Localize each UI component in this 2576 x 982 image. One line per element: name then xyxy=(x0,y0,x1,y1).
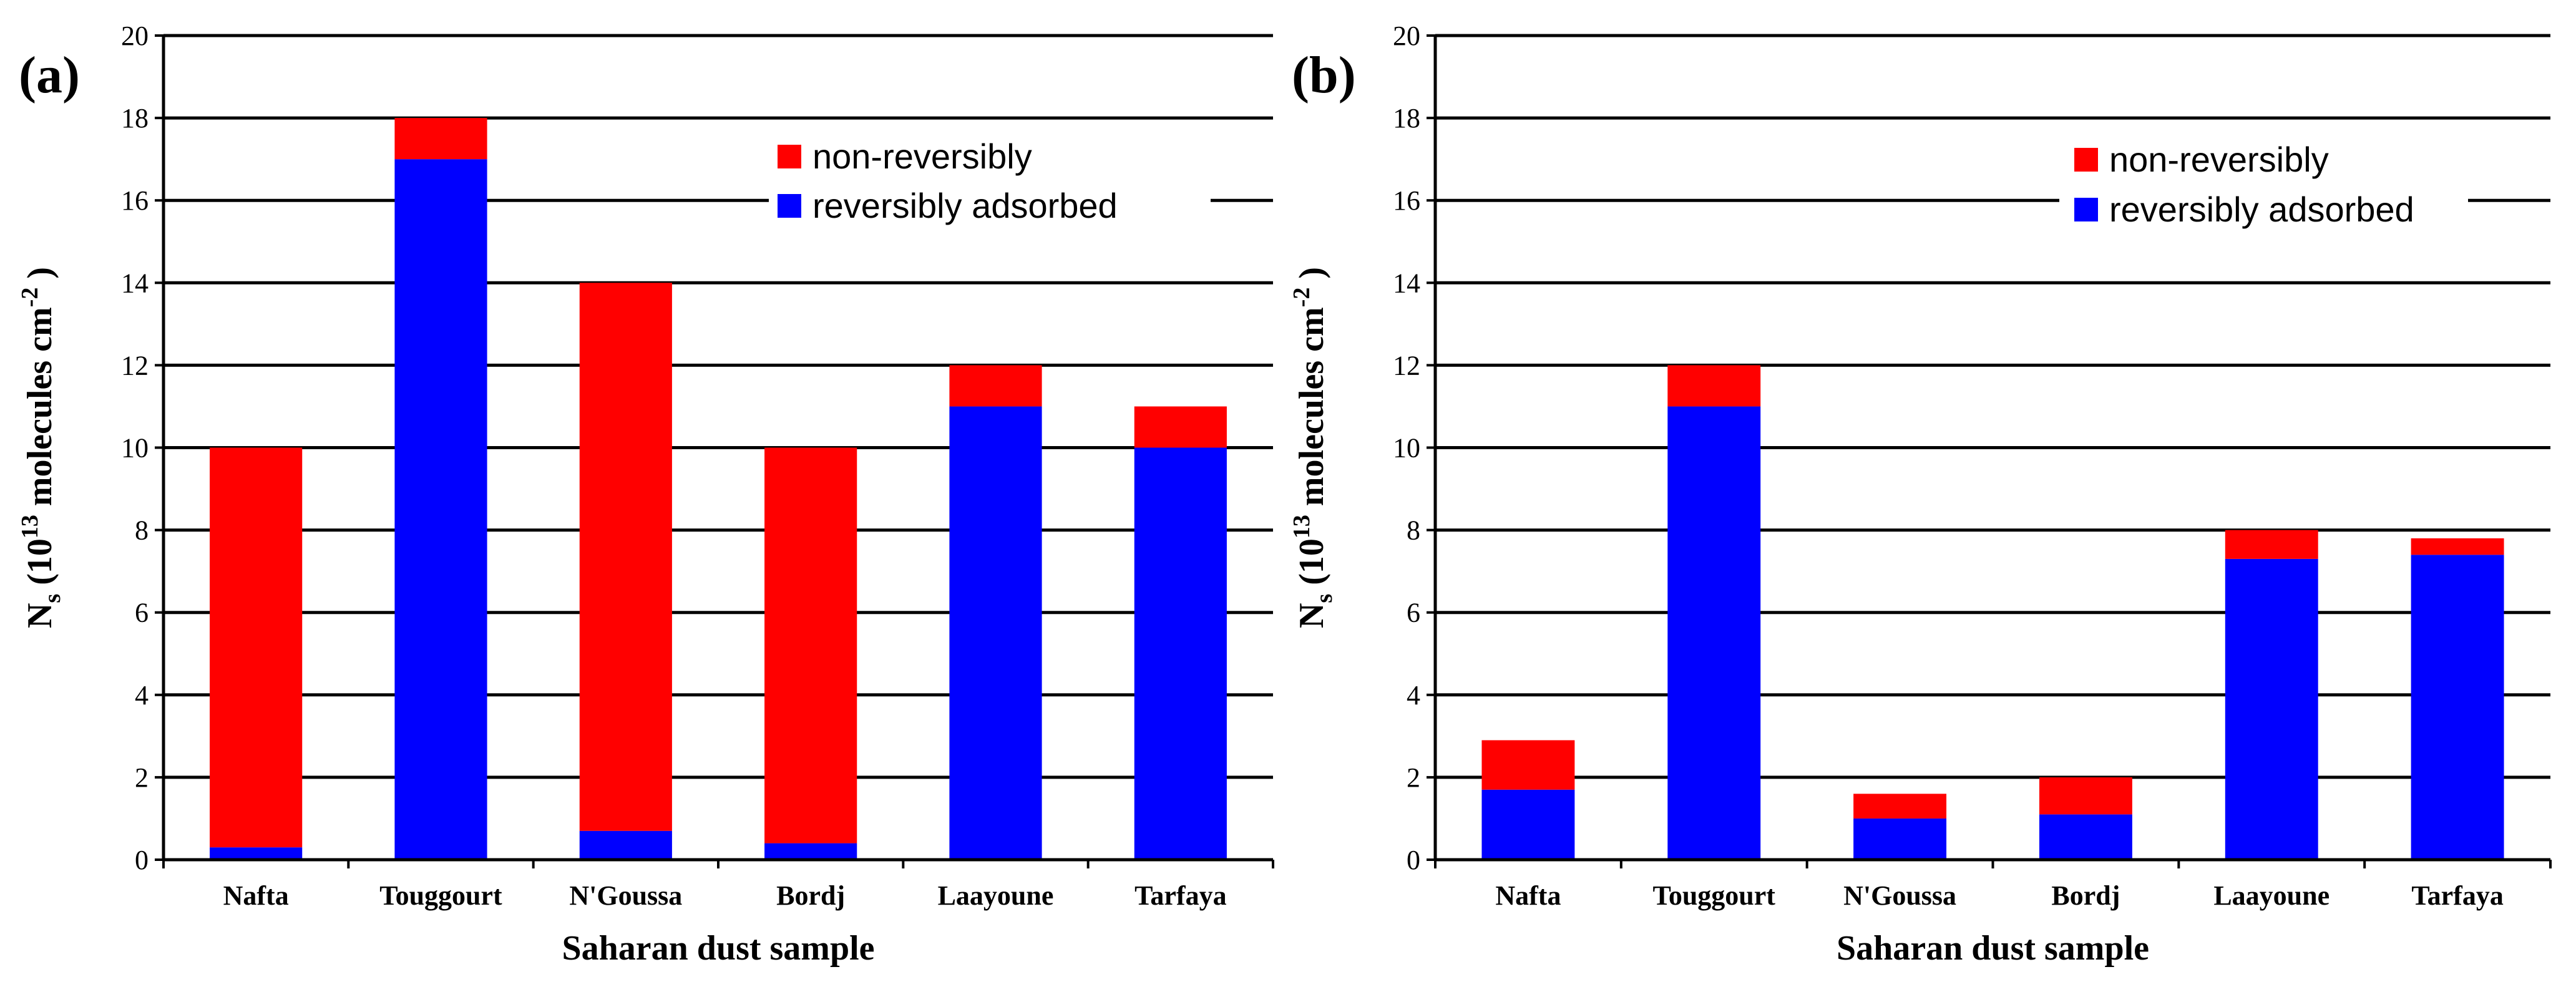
legend-label-reversible: reversibly adsorbed xyxy=(2109,190,2414,229)
y-tick-label: 6 xyxy=(135,598,149,628)
legend-swatch-reversible xyxy=(778,194,801,218)
y-tick-label: 4 xyxy=(1407,680,1420,711)
bar-reversible xyxy=(2225,558,2318,860)
bar-non-reversible xyxy=(210,447,303,848)
y-tick-label: 8 xyxy=(135,515,149,546)
chart-panel-a: 0 2 4 6 8 10 12 14 16 18 20 Nafta Touggourt N'Goussa B… xyxy=(17,21,1274,968)
y-tick-label: 20 xyxy=(1393,21,1420,51)
legend: non-reversibly reversibly adsorbed xyxy=(769,125,1211,231)
y-tick-label: 2 xyxy=(1407,762,1420,793)
bar-reversible xyxy=(2411,555,2504,860)
y-tick-label: 4 xyxy=(135,680,149,711)
bar-non-reversible xyxy=(949,365,1042,407)
y-tick-label: 10 xyxy=(1393,433,1420,464)
bar-reversible xyxy=(2039,814,2132,860)
y-tick-label: 18 xyxy=(1393,103,1420,134)
x-axis-title: Saharan dust sample xyxy=(562,929,874,968)
y-tick-label: 10 xyxy=(121,433,149,464)
y-tick-label: 18 xyxy=(121,103,149,134)
legend-label-reversible: reversibly adsorbed xyxy=(812,186,1118,225)
chart-panel-b: 0 2 4 6 8 10 12 14 16 18 20 Nafta Touggourt N'Goussa B… xyxy=(1289,21,2552,968)
bar-non-reversible xyxy=(2411,538,2504,555)
legend-label-non-reversible: non-reversibly xyxy=(2109,140,2329,179)
legend-swatch-non-reversible xyxy=(2074,148,2098,172)
bar-non-reversible xyxy=(1481,740,1575,790)
x-axis-title: Saharan dust sample xyxy=(1837,929,2149,968)
y-tick-label: 14 xyxy=(1393,268,1420,298)
bars xyxy=(1481,365,2504,860)
bar-non-reversible xyxy=(2225,530,2318,559)
panel-label: (b) xyxy=(1292,46,1356,104)
bar-non-reversible xyxy=(579,283,672,831)
bar-non-reversible xyxy=(2039,777,2132,815)
y-tick-label: 16 xyxy=(1393,185,1420,216)
x-tick-label: Bordj xyxy=(776,880,845,911)
x-tick-label: Bordj xyxy=(2051,880,2120,911)
x-tick-label: Tarfaya xyxy=(1134,880,1227,911)
bar-reversible xyxy=(949,406,1042,860)
bar-non-reversible xyxy=(1667,365,1761,407)
bar-reversible xyxy=(394,159,487,860)
y-tick-label: 12 xyxy=(1393,350,1420,381)
y-tick-label: 12 xyxy=(121,350,149,381)
y-tick-label: 8 xyxy=(1407,515,1420,546)
y-tick-label: 0 xyxy=(135,845,149,875)
bar-reversible xyxy=(764,843,857,860)
panel-label: (a) xyxy=(19,46,80,104)
bar-non-reversible xyxy=(1853,794,1947,819)
y-tick-label: 0 xyxy=(1407,845,1420,875)
x-tick-label: N'Goussa xyxy=(1843,880,1956,911)
bar-reversible xyxy=(210,847,303,860)
bar-non-reversible xyxy=(764,447,857,843)
legend-swatch-reversible xyxy=(2074,198,2098,221)
x-tick-label: Touggourt xyxy=(379,880,502,911)
bar-reversible xyxy=(1667,406,1761,860)
x-tick-label: Nafta xyxy=(223,880,289,911)
legend: non-reversibly reversibly adsorbed xyxy=(2059,128,2468,234)
x-tick-label: Laayoune xyxy=(2213,880,2330,911)
bar-reversible xyxy=(579,830,672,860)
y-tick-label: 16 xyxy=(121,185,149,216)
x-tick-label: Laayoune xyxy=(938,880,1054,911)
y-axis-title: Ns (1013 molecules cm-2 ) xyxy=(17,267,66,628)
bar-reversible xyxy=(1134,447,1227,860)
bar-non-reversible xyxy=(394,118,487,160)
x-tick-label: Touggourt xyxy=(1653,880,1776,911)
y-tick-label: 2 xyxy=(135,762,149,793)
bar-reversible xyxy=(1481,789,1575,860)
legend-swatch-non-reversible xyxy=(778,145,801,168)
y-axis-title: Ns (1013 molecules cm-2 ) xyxy=(1289,267,1337,628)
x-tick-label: Nafta xyxy=(1495,880,1561,911)
legend-background xyxy=(2059,128,2468,234)
bar-non-reversible xyxy=(1134,406,1227,448)
legend-background xyxy=(769,125,1211,231)
bars xyxy=(210,118,1227,860)
x-tick-label: N'Goussa xyxy=(569,880,682,911)
x-tick-label: Tarfaya xyxy=(2411,880,2504,911)
y-tick-label: 6 xyxy=(1407,598,1420,628)
y-tick-label: 20 xyxy=(121,21,149,51)
legend-label-non-reversible: non-reversibly xyxy=(812,137,1032,176)
bar-reversible xyxy=(1853,818,1947,860)
y-tick-label: 14 xyxy=(121,268,149,298)
